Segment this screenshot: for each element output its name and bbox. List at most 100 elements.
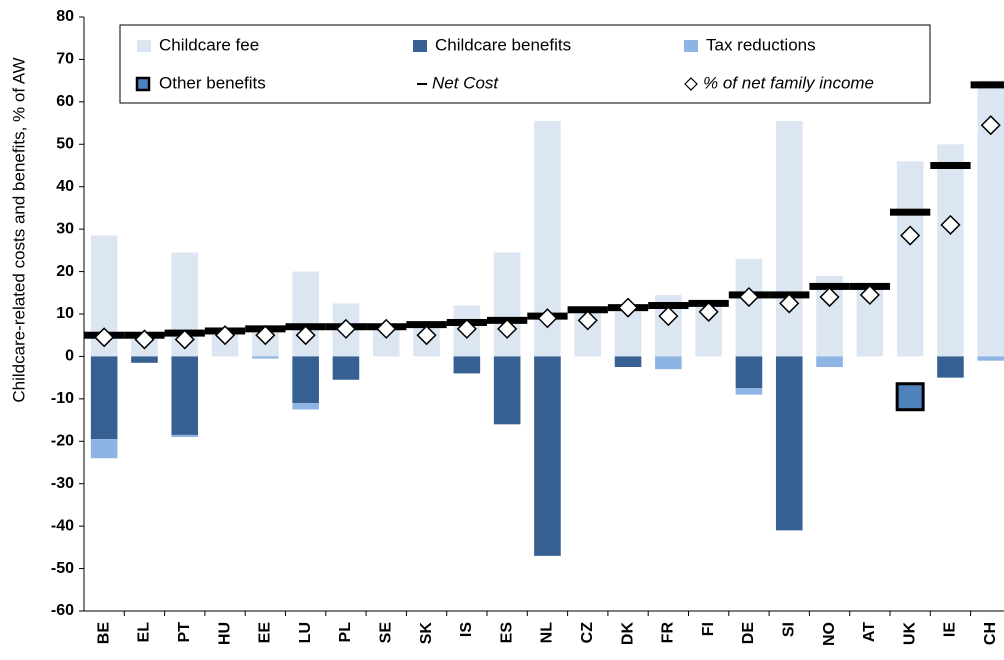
x-tick-label: SK xyxy=(418,622,435,645)
diamond-marker xyxy=(859,284,880,305)
x-tick-label: SE xyxy=(377,622,394,644)
diamond-marker xyxy=(416,325,437,346)
bar xyxy=(534,356,561,556)
bar xyxy=(292,403,319,410)
diamond-marker xyxy=(214,325,236,346)
bar xyxy=(131,356,158,363)
bar xyxy=(493,356,521,425)
net-cost-mark xyxy=(970,81,1004,89)
x-tick-label: SI xyxy=(780,622,797,637)
diamond-marker xyxy=(819,286,840,308)
y-tick-label: -20 xyxy=(51,433,74,450)
x-tick-label: NL xyxy=(539,622,556,644)
diamond-marker xyxy=(658,306,679,327)
x-tick-label: IE xyxy=(942,622,959,637)
net-cost-mark xyxy=(567,306,608,314)
box-marker xyxy=(895,382,925,412)
y-tick-label: 20 xyxy=(56,263,74,280)
x-tick-label: PL xyxy=(337,622,354,643)
legend-swatch xyxy=(684,40,698,52)
bar xyxy=(775,356,803,531)
bar xyxy=(614,356,642,368)
x-tick-label: ES xyxy=(498,622,515,644)
y-tick-label: 30 xyxy=(56,220,74,237)
y-tick-label: -30 xyxy=(51,475,74,492)
x-tick-label: IS xyxy=(458,622,475,637)
x-tick-label: FR xyxy=(660,622,677,644)
diamond-marker xyxy=(577,310,598,331)
y-axis-label: Childcare-related costs and benefits, % … xyxy=(9,57,28,402)
net-cost-mark xyxy=(406,321,447,329)
y-tick-label: -50 xyxy=(51,560,74,577)
x-tick-label: CH xyxy=(982,622,999,645)
legend-swatch xyxy=(413,40,427,52)
bar xyxy=(977,356,1004,361)
x-tick-label: DK xyxy=(619,622,636,646)
y-tick-label: 60 xyxy=(56,93,74,110)
legend-label: Net Cost xyxy=(432,73,499,92)
diamond-marker xyxy=(940,214,961,235)
y-tick-label: -60 xyxy=(51,602,74,619)
legend-label: Childcare benefits xyxy=(435,35,571,54)
net-cost-mark xyxy=(648,302,689,310)
diamond-marker xyxy=(255,325,276,346)
net-cost-mark xyxy=(890,208,931,216)
x-tick-label: LU xyxy=(297,622,314,643)
bar xyxy=(655,356,682,370)
diamond-marker xyxy=(497,318,518,339)
bar xyxy=(735,356,763,389)
net-cost-mark xyxy=(809,282,850,290)
diamond-marker xyxy=(376,318,397,339)
bar xyxy=(171,434,199,438)
y-tick-label: 50 xyxy=(56,136,74,153)
diamond-marker xyxy=(900,225,921,246)
y-tick-label: 0 xyxy=(65,348,74,365)
legend-swatch xyxy=(684,77,698,91)
legend-swatch xyxy=(135,76,151,92)
legend-label: Childcare fee xyxy=(159,35,259,54)
x-tick-label: FI xyxy=(700,622,717,636)
bar xyxy=(332,356,360,380)
bar xyxy=(292,356,319,404)
x-tick-label: CZ xyxy=(579,622,596,644)
y-tick-label: -40 xyxy=(51,517,74,534)
legend-label: % of net family income xyxy=(703,73,874,92)
bar xyxy=(735,388,763,395)
bar xyxy=(453,356,481,374)
x-tick-label: EL xyxy=(136,622,153,643)
y-tick-label: 10 xyxy=(56,305,74,322)
diamond-marker xyxy=(779,293,800,314)
diamond-marker xyxy=(698,301,719,322)
x-tick-label: BE xyxy=(95,622,112,645)
x-tick-label: AT xyxy=(861,622,878,642)
bar xyxy=(896,161,924,357)
y-tick-label: 40 xyxy=(56,178,74,195)
bar xyxy=(816,356,843,368)
diamond-marker xyxy=(295,325,316,346)
diamond-marker xyxy=(738,286,760,308)
bar xyxy=(735,258,763,357)
x-tick-label: DE xyxy=(740,622,757,645)
x-tick-label: UK xyxy=(901,622,918,646)
bar xyxy=(937,144,964,357)
diamond-marker xyxy=(456,318,477,339)
diamond-marker xyxy=(537,308,558,329)
x-tick-label: HU xyxy=(216,622,233,645)
diamond-marker xyxy=(617,297,639,318)
bar xyxy=(937,356,964,378)
legend-swatch xyxy=(137,40,151,52)
bar xyxy=(90,356,118,440)
bar xyxy=(90,439,118,459)
bar xyxy=(493,252,521,357)
y-tick-label: -10 xyxy=(51,390,74,407)
legend-label: Tax reductions xyxy=(706,35,816,54)
legend-label: Other benefits xyxy=(159,73,266,92)
y-tick-label: 80 xyxy=(56,8,74,25)
x-tick-label: NO xyxy=(821,622,838,646)
diamond-marker xyxy=(94,327,115,348)
x-tick-label: EE xyxy=(257,622,274,644)
bar xyxy=(252,356,279,359)
diamond-marker xyxy=(980,115,1001,136)
diamond-marker xyxy=(134,329,155,350)
